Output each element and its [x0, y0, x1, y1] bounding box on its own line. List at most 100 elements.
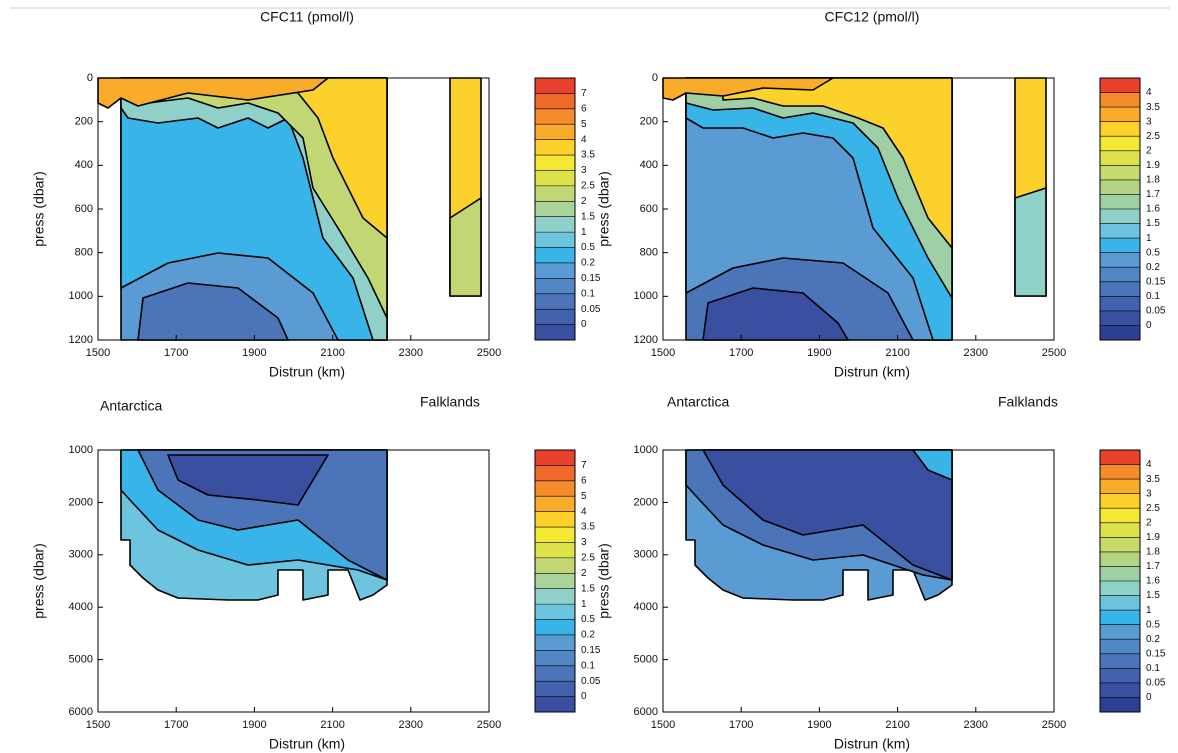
colorbar-band: [535, 216, 575, 233]
colorbar-band: [535, 573, 575, 590]
y-axis-label: press (dbar): [31, 543, 47, 618]
colorbar-tick-label: 1.8: [1146, 547, 1160, 558]
colorbar-band: [535, 557, 575, 574]
y-tick-label: 200: [640, 116, 658, 128]
x-tick-label: 2500: [477, 719, 501, 731]
colorbar-band: [1100, 325, 1140, 341]
colorbar-band: [1100, 267, 1140, 283]
colorbar-band: [535, 511, 575, 528]
colorbar-band: [535, 324, 575, 341]
colorbar-tick-label: 3.5: [1146, 474, 1160, 485]
y-tick-label: 4000: [69, 601, 93, 613]
colorbar-tick-label: 3.5: [581, 150, 595, 161]
colorbar-tick-label: 0.1: [1146, 291, 1160, 302]
plot-frame: [662, 449, 1055, 713]
colorbar-tick-label: 4: [581, 506, 587, 517]
colorbar-tick-label: 2: [1146, 145, 1152, 156]
annotation: Falklands: [420, 394, 480, 410]
colorbar-band: [535, 496, 575, 512]
colorbar-band: [1100, 668, 1140, 684]
colorbar-tick-label: 0.05: [1146, 678, 1166, 689]
colorbar-band: [535, 262, 575, 279]
colorbar-tick-label: 5: [581, 119, 587, 130]
colorbar-band: [1100, 310, 1140, 326]
colorbar-band: [535, 170, 575, 187]
y-tick-label: 1000: [69, 444, 93, 456]
x-axis-label: Distrun (km): [269, 736, 345, 752]
colorbar-tick-label: 2.5: [581, 181, 595, 192]
colorbar-tick-label: 2: [1146, 517, 1152, 528]
x-tick-label: 2100: [320, 347, 344, 359]
colorbar-band: [1100, 493, 1140, 509]
y-axis-label: press (dbar): [31, 171, 47, 246]
y-tick-label: 2000: [634, 496, 658, 508]
colorbar-tick-label: 0: [581, 691, 587, 702]
x-tick-label: 1900: [242, 719, 266, 731]
colorbar-band: [535, 480, 575, 497]
x-tick-label: 2100: [320, 719, 344, 731]
colorbar-band: [1100, 92, 1140, 108]
colorbar-band: [1100, 581, 1140, 596]
x-tick-label: 1900: [242, 347, 266, 359]
colorbar-band: [535, 139, 575, 156]
y-tick-label: 4000: [634, 601, 658, 613]
colorbar-band: [535, 681, 575, 697]
colorbar-tick-label: 0.5: [581, 242, 595, 253]
colorbar-band: [535, 634, 575, 651]
colorbar-tick-label: 1.5: [581, 211, 595, 222]
colorbar-frame: [534, 449, 576, 713]
colorbar-tick-label: 2: [581, 568, 587, 579]
annotation: Antarctica: [100, 398, 162, 414]
colorbar-tick-label: 3: [1146, 116, 1152, 127]
colorbar-tick-label: 6: [581, 475, 587, 486]
colorbar-tick-label: 1.5: [1146, 218, 1160, 229]
contours: [97, 77, 482, 341]
colorbar-band: [535, 527, 575, 543]
colorbar-tick-label: 0.5: [1146, 619, 1160, 630]
x-tick-label: 1500: [86, 347, 110, 359]
panel: 1500 1700 1900 2100 2300 2500 1000 2000 3000 4000…: [596, 394, 1166, 752]
contours: [120, 449, 388, 601]
y-tick-label: 0: [652, 72, 658, 84]
colorbar-band: [535, 124, 575, 140]
y-tick-label: 5000: [634, 654, 658, 666]
panel: 1500 1700 1900 2100 2300 25000200400600800100…: [596, 9, 1166, 380]
colorbar-band: [1100, 551, 1140, 567]
y-tick-label: 800: [75, 247, 93, 259]
colorbar-band: [535, 247, 575, 264]
colorbar-tick-label: 1.5: [581, 583, 595, 594]
y-tick-label: 600: [640, 203, 658, 215]
colorbar-tick-label: 6: [581, 103, 587, 114]
colorbar-band: [1100, 194, 1140, 210]
x-axis-label: Distrun (km): [834, 736, 910, 752]
colorbar-band: [535, 293, 575, 310]
colorbar-band: [1100, 697, 1140, 713]
colorbar-tick-label: 3: [581, 537, 587, 548]
y-axis-label: press (dbar): [596, 543, 612, 618]
colorbar-tick-label: 0.15: [1146, 276, 1166, 287]
y-tick-label: 800: [640, 247, 658, 259]
y-tick-label: 200: [75, 116, 93, 128]
colorbar-tick-label: 3: [1146, 488, 1152, 499]
colorbar-tick-label: 2.5: [1146, 131, 1160, 142]
y-tick-label: 0: [87, 72, 93, 84]
colorbar-band: [535, 309, 575, 325]
colorbar-tick-label: 1.7: [1146, 189, 1160, 200]
colorbar-band: [535, 450, 575, 466]
y-tick-label: 1000: [634, 290, 658, 302]
x-tick-label: 1700: [729, 719, 753, 731]
colorbar-band: [1100, 165, 1140, 181]
panel: 1500 1700 1900 2100 2300 25000200400600800100…: [31, 9, 601, 380]
colorbar-tick-label: 3: [581, 165, 587, 176]
colorbar-tick-label: 1: [1146, 233, 1152, 244]
colorbar-tick-label: 0.2: [1146, 262, 1160, 273]
colorbar-band: [535, 665, 575, 682]
colorbar-band: [1100, 537, 1140, 553]
colorbar-band: [1100, 78, 1140, 93]
y-tick-label: 400: [75, 159, 93, 171]
colorbar-band: [1100, 252, 1140, 268]
colorbar-band: [1100, 595, 1140, 611]
colorbar-band: [1100, 136, 1140, 152]
colorbar-tick-label: 7: [581, 460, 587, 471]
